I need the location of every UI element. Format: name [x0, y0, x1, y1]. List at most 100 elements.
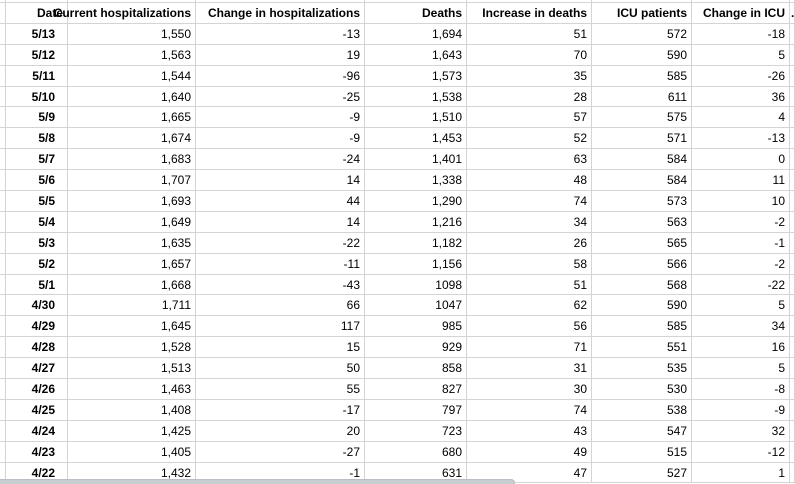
cell-date[interactable]: 4/30	[6, 295, 68, 317]
cell-change-in-icu[interactable]: -2	[692, 253, 790, 275]
cell-change-in-icu[interactable]: 1	[692, 462, 790, 484]
column-header-current-hospitalizations[interactable]: Current hospitalizations	[54, 3, 196, 24]
cell-change-in-hospitalizations[interactable]: -13	[196, 23, 365, 45]
cell-change-in-hospitalizations[interactable]: 66	[196, 295, 365, 317]
cell-icu-patients[interactable]: 585	[592, 316, 692, 338]
cell-icu-patients[interactable]: 590	[592, 295, 692, 317]
cell-deaths[interactable]: 1,643	[365, 44, 467, 66]
cell-icu-patients[interactable]: 535	[592, 358, 692, 380]
horizontal-scrollbar[interactable]	[0, 479, 795, 484]
cell-date[interactable]: 4/28	[6, 337, 68, 359]
cell-increase-in-deaths[interactable]: 30	[467, 379, 592, 400]
cell-deaths[interactable]: 1,510	[365, 107, 467, 129]
column-header-date[interactable]: Date	[6, 3, 68, 24]
cell-date[interactable]: 5/12	[6, 44, 68, 66]
cell-date[interactable]: 5/10	[6, 86, 68, 108]
cell-deaths[interactable]: 929	[365, 337, 467, 359]
cell-current-hospitalizations[interactable]: 1,657	[68, 253, 196, 275]
cell-current-hospitalizations[interactable]: 1,674	[68, 128, 196, 150]
column-header-deaths[interactable]: Deaths	[365, 3, 467, 24]
column-header-icu-patients[interactable]: ICU patients	[592, 3, 692, 24]
cell-icu-patients[interactable]: 590	[592, 44, 692, 66]
cell-date[interactable]: 5/2	[6, 253, 68, 275]
cell-change-in-icu[interactable]: 5	[692, 44, 790, 66]
cell-increase-in-deaths[interactable]: 58	[467, 253, 592, 275]
cell-icu-patients[interactable]: 584	[592, 149, 692, 171]
cell-deaths[interactable]: 1,156	[365, 253, 467, 275]
cell-deaths[interactable]: 1098	[365, 274, 467, 296]
cell-change-in-icu[interactable]: 4	[692, 107, 790, 129]
cell-increase-in-deaths[interactable]: 28	[467, 86, 592, 108]
cell-date[interactable]: 4/27	[6, 358, 68, 380]
cell-current-hospitalizations[interactable]: 1,463	[68, 379, 196, 400]
cell-change-in-hospitalizations[interactable]: -27	[196, 441, 365, 463]
cell-increase-in-deaths[interactable]: 56	[467, 316, 592, 338]
cell-change-in-hospitalizations[interactable]: 19	[196, 44, 365, 66]
cell-deaths[interactable]: 1,694	[365, 23, 467, 45]
cell-change-in-hospitalizations[interactable]: 55	[196, 379, 365, 400]
cell-icu-patients[interactable]: 563	[592, 211, 692, 233]
cell-change-in-hospitalizations[interactable]: -25	[196, 86, 365, 108]
cell-current-hospitalizations[interactable]: 1,425	[68, 420, 196, 442]
cell-change-in-icu[interactable]: 36	[692, 86, 790, 108]
cell-change-in-hospitalizations[interactable]: -9	[196, 128, 365, 150]
cell-date[interactable]: 4/26	[6, 379, 68, 400]
cell-deaths[interactable]: 723	[365, 420, 467, 442]
cell-increase-in-deaths[interactable]: 57	[467, 107, 592, 129]
cell-change-in-hospitalizations[interactable]: 117	[196, 316, 365, 338]
cell-current-hospitalizations[interactable]: 1,528	[68, 337, 196, 359]
cell-icu-patients[interactable]: 575	[592, 107, 692, 129]
cell-change-in-hospitalizations[interactable]: 14	[196, 170, 365, 192]
cell-change-in-icu[interactable]: 5	[692, 295, 790, 317]
cell-current-hospitalizations[interactable]: 1,635	[68, 232, 196, 254]
cell-change-in-hospitalizations[interactable]: 44	[196, 191, 365, 212]
scrollbar-thumb[interactable]	[0, 479, 515, 484]
cell-change-in-icu[interactable]: -26	[692, 65, 790, 87]
cell-change-in-icu[interactable]: 11	[692, 170, 790, 192]
cell-change-in-icu[interactable]: -13	[692, 128, 790, 150]
cell-icu-patients[interactable]: 611	[592, 86, 692, 108]
cell-date[interactable]: 5/9	[6, 107, 68, 129]
cell-change-in-icu[interactable]: 16	[692, 337, 790, 359]
cell-increase-in-deaths[interactable]: 71	[467, 337, 592, 359]
cell-change-in-hospitalizations[interactable]: 50	[196, 358, 365, 380]
cell-current-hospitalizations[interactable]: 1,550	[68, 23, 196, 45]
column-header-increase-in-deaths[interactable]: Increase in deaths	[467, 3, 592, 24]
cell-deaths[interactable]: 1,338	[365, 170, 467, 192]
cell-increase-in-deaths[interactable]: 31	[467, 358, 592, 380]
cell-change-in-icu[interactable]: -8	[692, 379, 790, 400]
cell-change-in-icu[interactable]: 5	[692, 358, 790, 380]
cell-date[interactable]: 4/25	[6, 399, 68, 421]
cell-icu-patients[interactable]: 547	[592, 420, 692, 442]
cell-date[interactable]: 5/1	[6, 274, 68, 296]
cell-deaths[interactable]: 680	[365, 441, 467, 463]
cell-icu-patients[interactable]: 568	[592, 274, 692, 296]
cell-date[interactable]: 4/24	[6, 420, 68, 442]
cell-increase-in-deaths[interactable]: 47	[467, 462, 592, 484]
cell-change-in-hospitalizations[interactable]: -17	[196, 399, 365, 421]
cell-deaths[interactable]: 1,401	[365, 149, 467, 171]
cell-date[interactable]: 5/11	[6, 65, 68, 87]
cell-increase-in-deaths[interactable]: 43	[467, 420, 592, 442]
cell-deaths[interactable]: 797	[365, 399, 467, 421]
cell-date[interactable]: 5/4	[6, 211, 68, 233]
cell-deaths[interactable]: 827	[365, 379, 467, 400]
cell-current-hospitalizations[interactable]: 1,563	[68, 44, 196, 66]
cell-increase-in-deaths[interactable]: 63	[467, 149, 592, 171]
cell-icu-patients[interactable]: 573	[592, 191, 692, 212]
cell-date[interactable]: 5/13	[6, 23, 68, 45]
cell-current-hospitalizations[interactable]: 1,513	[68, 358, 196, 380]
cell-deaths[interactable]: 1047	[365, 295, 467, 317]
cell-change-in-icu[interactable]: 10	[692, 191, 790, 212]
cell-change-in-hospitalizations[interactable]: 14	[196, 211, 365, 233]
cell-change-in-hospitalizations[interactable]: -22	[196, 232, 365, 254]
cell-change-in-hospitalizations[interactable]: -11	[196, 253, 365, 275]
cell-date[interactable]: 5/5	[6, 191, 68, 212]
cell-deaths[interactable]: 985	[365, 316, 467, 338]
cell-current-hospitalizations[interactable]: 1,683	[68, 149, 196, 171]
cell-increase-in-deaths[interactable]: 51	[467, 23, 592, 45]
cell-date[interactable]: 5/7	[6, 149, 68, 171]
cell-current-hospitalizations[interactable]: 1,668	[68, 274, 196, 296]
cell-change-in-hospitalizations[interactable]: 20	[196, 420, 365, 442]
cell-icu-patients[interactable]: 538	[592, 399, 692, 421]
